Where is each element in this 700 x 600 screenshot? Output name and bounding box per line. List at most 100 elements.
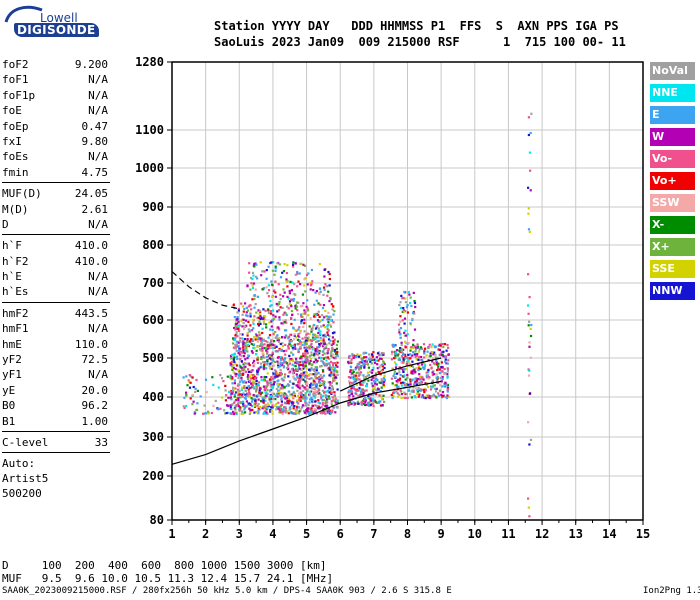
echo-point <box>298 399 301 402</box>
echo-point <box>292 265 295 268</box>
echo-point <box>297 379 300 382</box>
echo-point <box>192 385 195 389</box>
echo-point <box>310 367 313 370</box>
echo-point <box>396 392 399 395</box>
echo-point <box>249 377 252 380</box>
echo-point <box>245 400 248 403</box>
echo-point <box>325 398 329 401</box>
echo-point <box>355 393 358 396</box>
echo-point <box>266 351 269 354</box>
echo-point <box>239 333 242 336</box>
echo-point <box>232 304 235 307</box>
echo-point <box>256 361 259 364</box>
legend-item-noval: NoVal <box>650 62 695 80</box>
echo-point <box>354 402 357 405</box>
echo-point <box>332 353 335 356</box>
echo-point <box>317 331 320 335</box>
echo-point <box>328 391 331 394</box>
echo-point <box>242 365 246 369</box>
echo-point <box>320 325 323 328</box>
echo-point <box>296 301 299 304</box>
echo-point <box>297 328 300 331</box>
echo-point <box>370 358 373 361</box>
param-row: C-level 33 <box>2 435 110 450</box>
echo-point <box>284 407 288 410</box>
echo-point <box>435 373 438 376</box>
echo-point <box>298 366 301 369</box>
echo-point <box>394 356 397 359</box>
echo-point <box>257 407 260 410</box>
echo-point <box>310 268 313 272</box>
echo-point <box>424 347 427 350</box>
echo-point <box>314 315 317 318</box>
echo-point <box>332 340 335 343</box>
echo-point <box>284 402 287 405</box>
echo-point <box>233 360 236 363</box>
echo-point <box>390 353 393 356</box>
echo-point <box>282 270 286 273</box>
echo-point <box>301 315 304 318</box>
echo-point <box>274 291 277 294</box>
echo-point <box>296 368 299 371</box>
echo-point <box>308 345 311 348</box>
echo-point <box>237 401 240 404</box>
echo-point <box>446 373 449 376</box>
echo-point <box>333 349 337 352</box>
echo-point <box>334 357 337 360</box>
echo-point <box>263 365 266 368</box>
echo-point <box>248 385 251 388</box>
echo-point <box>263 363 266 366</box>
param-value: N/A <box>88 104 108 118</box>
echo-point <box>284 393 288 396</box>
echo-point <box>269 394 272 397</box>
echo-point <box>360 390 364 393</box>
echo-point <box>245 340 249 343</box>
echo-point <box>318 345 321 349</box>
echo-point <box>189 375 192 378</box>
param-value: 4.75 <box>81 165 109 179</box>
echo-point <box>318 388 321 392</box>
echo-point <box>287 375 290 378</box>
echo-point <box>328 284 331 287</box>
echo-point <box>383 385 386 388</box>
echo-point <box>258 337 261 340</box>
echo-point <box>238 353 241 356</box>
echo-point <box>265 394 268 397</box>
echo-point <box>261 347 264 350</box>
echo-point <box>241 313 244 316</box>
echo-point <box>283 386 286 389</box>
echo-point <box>330 303 333 306</box>
echo-point <box>315 386 318 389</box>
echo-point <box>443 367 446 371</box>
echo-point <box>446 376 449 379</box>
echo-point <box>313 396 316 399</box>
echo-point <box>439 384 442 387</box>
echo-point <box>298 386 301 389</box>
echo-point <box>314 349 317 352</box>
echo-point <box>270 304 273 307</box>
echo-point <box>246 350 249 353</box>
echo-point <box>327 338 331 341</box>
echo-point <box>278 337 281 340</box>
echo-point <box>234 323 238 326</box>
echo-point <box>249 288 252 291</box>
echo-point <box>316 359 319 362</box>
echo-point <box>358 368 361 371</box>
echo-point <box>305 404 308 407</box>
echo-point <box>327 407 331 410</box>
echo-point <box>263 406 266 409</box>
echo-point <box>381 382 384 385</box>
echo-point <box>413 353 416 356</box>
echo-point <box>281 387 284 390</box>
echo-point <box>272 372 275 375</box>
echo-point <box>395 349 399 352</box>
param-row: yE 20.0 <box>2 383 110 398</box>
echo-point <box>362 393 365 397</box>
echo-point <box>262 399 265 402</box>
echo-point <box>333 338 336 341</box>
echo-point <box>304 392 307 395</box>
echo-point <box>319 374 322 377</box>
echo-point <box>383 374 386 378</box>
echo-point <box>262 354 265 357</box>
echo-point <box>321 411 324 414</box>
